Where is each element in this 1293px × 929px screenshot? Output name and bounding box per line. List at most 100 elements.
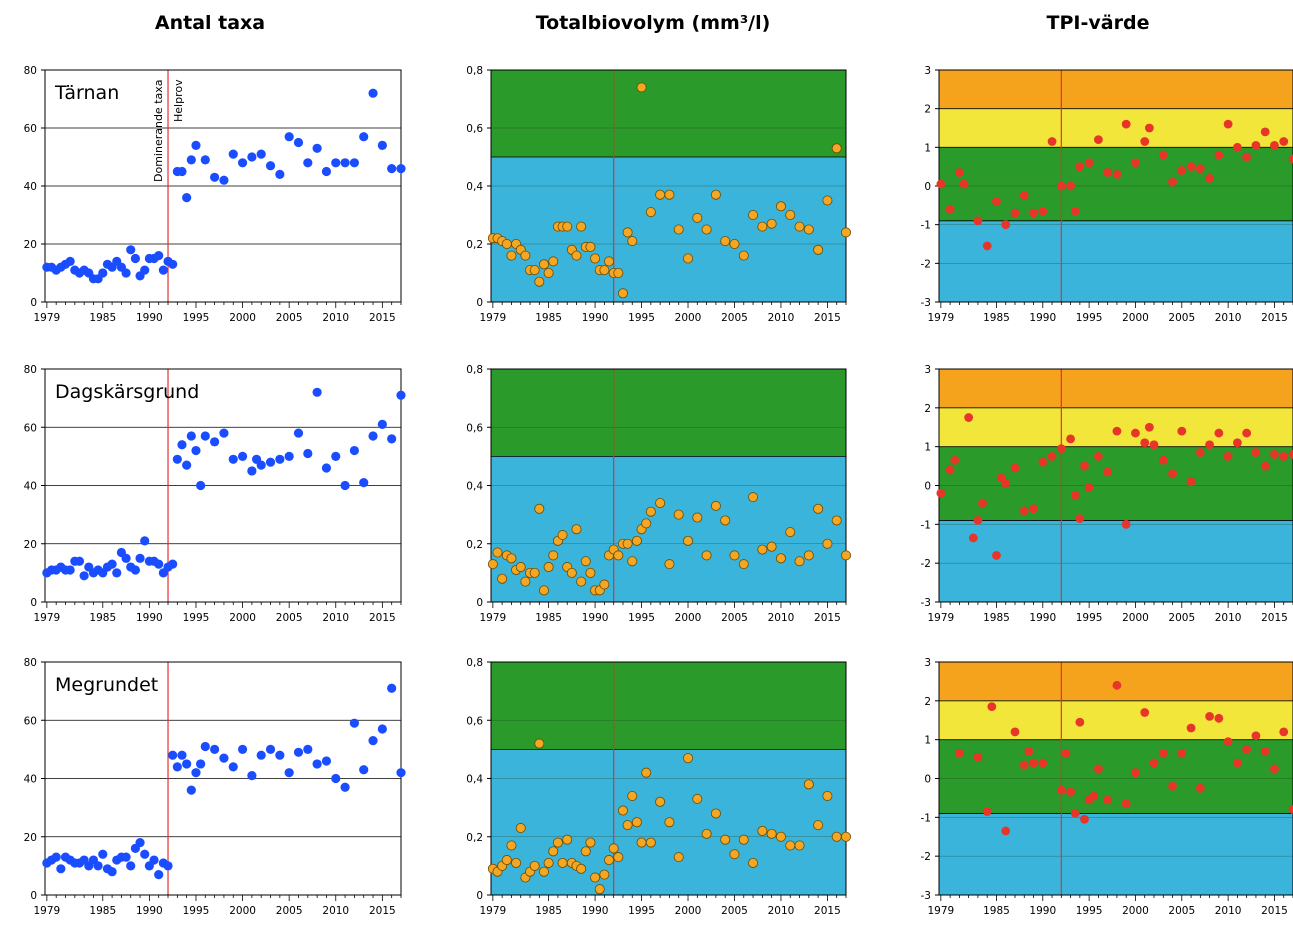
data-point-taxa xyxy=(93,861,103,871)
data-point-tpi xyxy=(1214,428,1224,438)
data-point-tpi xyxy=(1232,438,1242,448)
data-point-bio xyxy=(576,863,587,874)
data-point-taxa xyxy=(172,762,182,772)
band-yellow xyxy=(939,700,1293,740)
data-point-bio xyxy=(599,265,610,276)
data-point-tpi xyxy=(1251,141,1261,150)
data-point-taxa xyxy=(210,437,220,447)
data-point-taxa xyxy=(247,466,257,476)
data-point-tpi xyxy=(1010,463,1020,473)
data-point-taxa xyxy=(387,164,397,174)
data-point-bio xyxy=(585,567,596,578)
y-tick-label: 0 xyxy=(924,181,931,193)
data-point-tpi xyxy=(1093,135,1103,145)
data-point-bio xyxy=(604,855,615,866)
x-tick-label: 2010 xyxy=(1215,612,1242,624)
data-point-tpi xyxy=(1270,764,1279,774)
data-point-tpi xyxy=(1195,783,1205,793)
site-label-2: Megrundet xyxy=(55,674,158,696)
data-point-bio xyxy=(794,840,805,851)
x-tick-label: 2015 xyxy=(814,612,841,624)
data-point-tpi xyxy=(1121,119,1131,129)
site-label-0: Tärnan xyxy=(54,82,119,104)
data-point-bio xyxy=(803,779,814,790)
x-tick-label: 1995 xyxy=(183,312,210,324)
data-point-tpi xyxy=(1070,809,1080,818)
data-point-tpi xyxy=(973,752,983,762)
data-point-taxa xyxy=(228,762,238,772)
data-point-taxa xyxy=(154,559,164,569)
data-point-taxa xyxy=(210,744,220,754)
data-point-tpi xyxy=(1288,154,1293,164)
data-point-taxa xyxy=(168,259,178,269)
data-point-bio xyxy=(501,238,512,249)
y-tick-label: 60 xyxy=(24,123,37,135)
data-point-bio xyxy=(613,852,624,863)
data-point-tpi xyxy=(968,533,978,543)
data-point-bio xyxy=(631,817,642,828)
data-point-bio xyxy=(594,884,605,895)
data-point-taxa xyxy=(265,744,276,754)
data-point-bio xyxy=(841,550,852,561)
data-point-bio xyxy=(608,843,619,854)
data-point-taxa xyxy=(65,256,75,266)
data-point-taxa xyxy=(284,132,294,142)
data-point-taxa xyxy=(191,768,201,778)
data-point-bio xyxy=(738,250,749,261)
y-tick-label: 0 xyxy=(924,481,931,493)
data-point-bio xyxy=(757,825,768,836)
data-point-taxa xyxy=(275,169,285,179)
data-point-bio xyxy=(636,837,647,848)
chart-panel-taxa-1: 0 20 40 60 80 1979 1985 1990 1995 2000 2005 2010 201… xyxy=(24,364,406,624)
x-tick-label: 2010 xyxy=(768,312,795,324)
y-tick-label: -1 xyxy=(921,519,931,531)
data-point-tpi xyxy=(936,179,946,189)
data-point-bio xyxy=(645,207,656,218)
data-point-bio xyxy=(822,538,833,549)
data-point-bio xyxy=(520,576,531,587)
data-point-bio xyxy=(738,834,749,845)
data-point-tpi xyxy=(964,413,974,422)
chart-panel-bio-0: 0 0,2 0,4 0,6 0,8 1979 1985 1990 1995 2000 2005 201… xyxy=(466,65,852,324)
data-point-tpi xyxy=(1223,119,1233,129)
data-point-tpi xyxy=(1214,713,1224,723)
data-point-tpi xyxy=(982,241,992,251)
data-point-tpi xyxy=(1075,514,1085,523)
x-tick-label: 1995 xyxy=(1076,905,1103,917)
y-tick-label: 60 xyxy=(24,715,37,727)
band-blue xyxy=(939,520,1293,602)
x-tick-label: 1985 xyxy=(983,612,1010,624)
chart-panel-bio-1: 0 0,2 0,4 0,6 0,8 1979 1985 1990 1995 2000 2005 201… xyxy=(466,364,852,624)
data-point-taxa xyxy=(377,140,387,150)
data-point-bio xyxy=(557,857,568,868)
data-point-taxa xyxy=(331,451,341,461)
data-point-taxa xyxy=(293,747,304,757)
data-point-tpi xyxy=(1066,787,1075,797)
data-point-taxa xyxy=(168,750,178,760)
data-point-bio xyxy=(599,579,610,590)
data-point-bio xyxy=(590,253,601,264)
data-point-tpi xyxy=(1186,162,1196,172)
site-label-1: Dagskärsgrund xyxy=(55,381,199,403)
x-tick-label: 2010 xyxy=(322,312,349,324)
y-tick-label: 0,2 xyxy=(466,239,483,251)
data-point-bio xyxy=(548,256,559,267)
data-point-bio xyxy=(683,753,694,764)
y-tick-label: 2 xyxy=(924,104,931,116)
data-point-bio xyxy=(562,834,573,845)
data-point-bio xyxy=(576,221,587,232)
data-point-taxa xyxy=(182,193,192,203)
data-point-tpi xyxy=(1019,191,1029,201)
data-point-taxa xyxy=(256,750,266,760)
x-tick-label: 2005 xyxy=(721,905,748,917)
x-tick-label: 1979 xyxy=(927,312,954,324)
data-point-tpi xyxy=(1075,717,1085,727)
x-tick-label: 1985 xyxy=(535,905,562,917)
data-point-taxa xyxy=(172,454,182,464)
data-point-bio xyxy=(617,288,628,299)
data-point-tpi xyxy=(1070,206,1080,216)
data-point-tpi xyxy=(1080,461,1089,471)
x-tick-label: 2015 xyxy=(369,312,396,324)
data-point-bio xyxy=(604,256,615,267)
data-point-bio xyxy=(571,250,582,261)
